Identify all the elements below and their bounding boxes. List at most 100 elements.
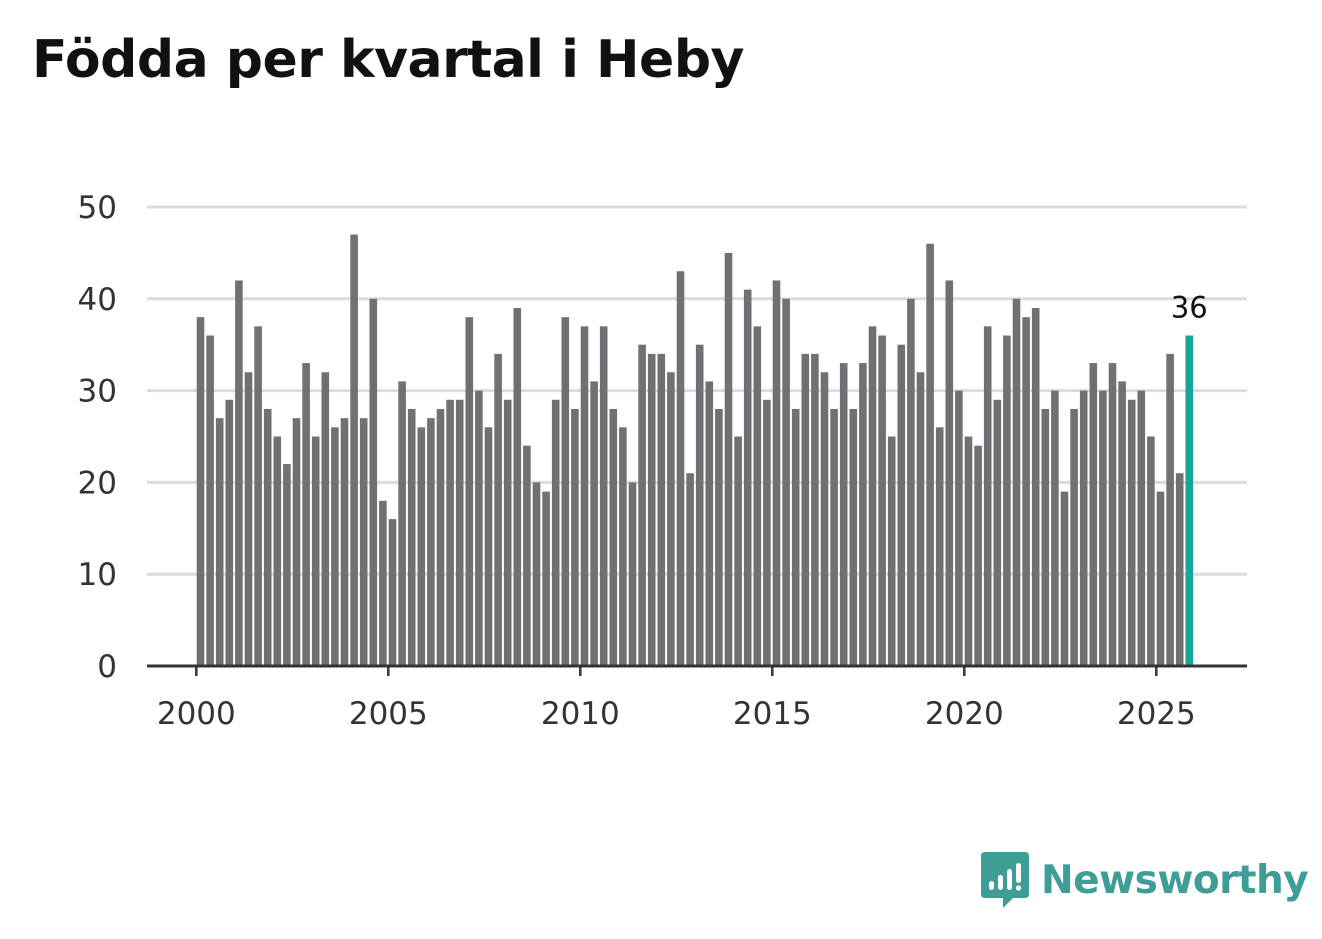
bar xyxy=(244,372,253,666)
bar xyxy=(571,408,579,666)
y-tick-label: 30 xyxy=(78,374,117,410)
bar xyxy=(580,326,589,666)
bar xyxy=(1108,363,1117,666)
bar xyxy=(955,390,963,666)
bar xyxy=(849,408,858,666)
bar xyxy=(791,408,800,666)
bar xyxy=(235,280,243,666)
bar xyxy=(619,427,627,666)
bar xyxy=(465,317,474,666)
bar xyxy=(590,381,598,666)
bar xyxy=(1147,436,1155,666)
bar-highlight xyxy=(1185,335,1194,666)
bar xyxy=(263,408,272,666)
bar xyxy=(763,399,771,666)
bar xyxy=(878,335,886,666)
bar xyxy=(475,390,483,666)
bar xyxy=(1156,491,1165,666)
bar xyxy=(283,464,291,666)
newsworthy-logo-icon xyxy=(981,852,1029,908)
bar xyxy=(427,418,435,666)
bar xyxy=(311,436,320,666)
bar xyxy=(782,298,790,666)
bars xyxy=(196,234,1194,667)
bar xyxy=(523,445,531,666)
bar xyxy=(1089,363,1098,666)
bar xyxy=(647,353,656,666)
bar xyxy=(628,482,637,666)
bar xyxy=(926,243,934,666)
bar xyxy=(705,381,714,666)
bar xyxy=(388,519,397,666)
bar xyxy=(1079,390,1088,666)
bar xyxy=(1099,390,1107,666)
chart-title: Födda per kvartal i Heby xyxy=(32,30,744,90)
highlight-data-label: 36 xyxy=(1171,291,1208,325)
bar xyxy=(599,326,608,666)
bar xyxy=(830,408,838,666)
bar xyxy=(801,353,810,666)
bar xyxy=(302,363,310,666)
bar xyxy=(1041,408,1050,666)
bar xyxy=(916,372,925,666)
bar xyxy=(1060,491,1069,666)
bar xyxy=(734,436,742,666)
y-tick-label: 40 xyxy=(78,282,117,318)
bar xyxy=(667,372,675,666)
bar xyxy=(974,445,982,666)
bar xyxy=(859,363,867,666)
bar xyxy=(551,399,560,666)
bar xyxy=(398,381,406,666)
y-tick-label: 10 xyxy=(78,557,117,593)
bar xyxy=(455,399,464,666)
axes xyxy=(147,664,1247,676)
bar xyxy=(494,353,502,666)
bar xyxy=(215,418,224,666)
bar xyxy=(811,353,819,666)
bar xyxy=(331,427,339,666)
bar xyxy=(1051,390,1059,666)
bar xyxy=(964,436,973,666)
x-tick-label: 2020 xyxy=(925,696,1004,732)
y-tick-label: 20 xyxy=(78,465,117,501)
bar xyxy=(484,427,493,666)
bar xyxy=(561,317,570,666)
bar xyxy=(446,399,454,666)
bar xyxy=(532,482,541,666)
bar xyxy=(542,491,550,666)
bar xyxy=(772,280,781,666)
bar xyxy=(292,418,301,666)
bar xyxy=(695,344,704,666)
bar xyxy=(993,399,1002,666)
bar xyxy=(676,271,685,666)
bar xyxy=(321,372,330,666)
labels: 0 10 20 30 40 50 2000 2005 2010 2015 2020 2025 36 xyxy=(78,190,1208,732)
bar xyxy=(340,418,349,666)
x-tick-label: 2010 xyxy=(541,696,620,732)
x-tick-label: 2000 xyxy=(157,696,236,732)
x-tick-label: 2005 xyxy=(349,696,428,732)
bar xyxy=(1003,335,1011,666)
bar xyxy=(1127,399,1136,666)
bar xyxy=(407,408,416,666)
x-tick-label: 2015 xyxy=(733,696,812,732)
bar xyxy=(513,307,522,666)
bar xyxy=(1012,298,1021,666)
bar xyxy=(273,436,282,666)
bar xyxy=(935,427,944,666)
bar xyxy=(887,436,896,666)
bar xyxy=(609,408,618,666)
bar xyxy=(225,399,234,666)
bar xyxy=(1070,408,1078,666)
bar xyxy=(359,418,368,666)
y-tick-label: 50 xyxy=(78,190,117,226)
brand-name: Newsworthy xyxy=(1041,857,1309,903)
bar xyxy=(839,363,848,666)
bar xyxy=(1137,390,1146,666)
bar xyxy=(983,326,992,666)
bar xyxy=(638,344,646,666)
x-tick-label: 2025 xyxy=(1117,696,1196,732)
bar xyxy=(417,427,426,666)
bar xyxy=(350,234,358,667)
